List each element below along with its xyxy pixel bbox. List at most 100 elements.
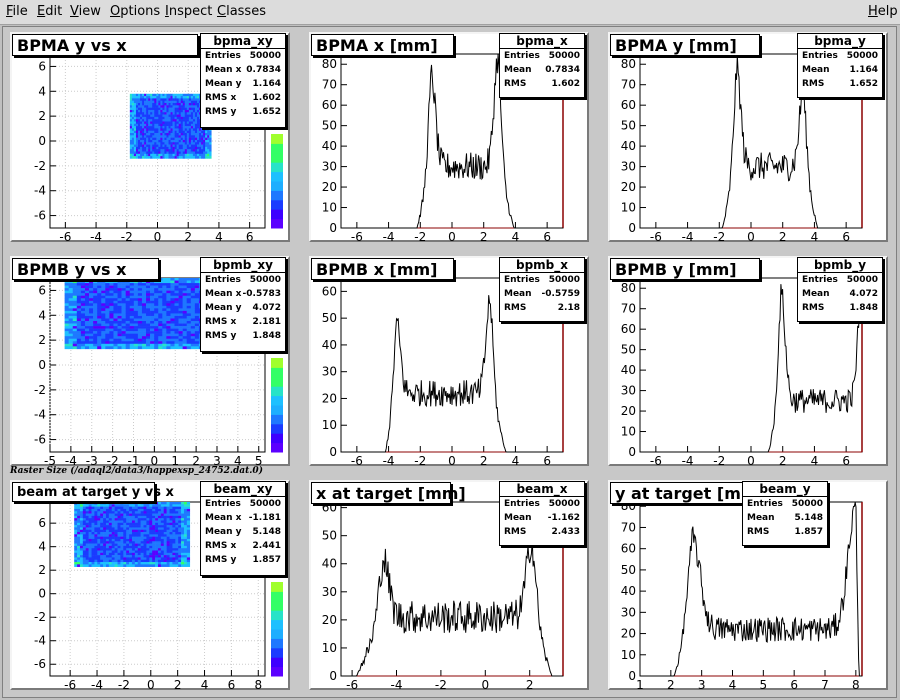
heatmap-cell xyxy=(68,285,74,289)
heatmap-cell xyxy=(162,116,165,120)
heatmap-cell xyxy=(166,315,171,319)
heatmap-cell xyxy=(93,305,98,309)
heatmap-cell xyxy=(162,341,167,345)
heatmap-cell xyxy=(172,142,175,145)
heatmap-cell xyxy=(140,119,143,122)
x-tick-label: 0 xyxy=(747,230,755,242)
heatmap-cell xyxy=(166,520,170,524)
heatmap-cell xyxy=(194,328,200,332)
stats-row: Mean x 0.7834 xyxy=(201,63,285,77)
heatmap-cell xyxy=(155,522,159,526)
menu-classes[interactable]: Classes xyxy=(217,4,266,19)
heatmap-cell xyxy=(85,511,89,514)
heatmap-cell xyxy=(188,100,192,104)
colorbar-cell xyxy=(271,657,283,668)
heatmap-cell xyxy=(134,543,139,547)
heatmap-cell xyxy=(74,520,78,524)
histogram-line xyxy=(640,55,862,229)
heatmap-cell xyxy=(105,305,110,309)
heatmap-cell xyxy=(117,538,121,542)
stats-label: Mean x xyxy=(205,289,242,299)
heatmap-cell xyxy=(209,151,212,155)
heatmap-cell xyxy=(137,328,143,332)
heatmap-cell xyxy=(162,293,167,297)
heatmap-cell xyxy=(80,336,86,340)
heatmap-cell xyxy=(186,515,191,519)
y-tick-label: 70 xyxy=(621,520,636,534)
heatmap-cell xyxy=(152,149,155,152)
heatmap-cell xyxy=(126,529,130,533)
heatmap-cell xyxy=(111,536,115,540)
stats-label: Entries xyxy=(205,275,241,285)
heatmap-cell xyxy=(141,303,147,307)
heatmap-cell xyxy=(97,518,101,521)
heatmap-cell xyxy=(105,283,110,286)
heatmap-cell xyxy=(150,295,155,299)
heatmap-cell xyxy=(142,133,145,136)
heatmap-cell xyxy=(188,107,192,111)
heatmap-cell xyxy=(79,513,84,517)
heatmap-cell xyxy=(137,107,141,111)
heatmap-cell xyxy=(80,333,86,337)
heatmap-cell xyxy=(152,156,155,159)
stats-value: 50000 xyxy=(846,275,878,285)
heatmap-cell xyxy=(111,545,115,549)
heatmap-cell xyxy=(190,112,194,115)
heatmap-cell xyxy=(172,541,176,544)
stats-label: Entries xyxy=(205,51,241,61)
menu-edit[interactable]: Edit xyxy=(37,4,63,19)
heatmap-cell xyxy=(88,502,92,505)
heatmap-cell xyxy=(108,511,113,514)
heatmap-cell xyxy=(164,139,167,143)
heatmap-cell xyxy=(109,328,114,332)
heatmap-cell xyxy=(111,518,115,521)
heatmap-cell xyxy=(84,313,90,317)
heatmap-cell xyxy=(150,126,153,129)
y-tick-label: 10 xyxy=(621,425,636,439)
heatmap-cell xyxy=(68,308,74,312)
menu-options[interactable]: Options xyxy=(110,4,161,19)
heatmap-cell xyxy=(148,142,151,145)
menu-view[interactable]: View xyxy=(70,4,101,19)
heatmap-cell xyxy=(175,538,179,542)
heatmap-cell xyxy=(181,532,185,535)
heatmap-cell xyxy=(140,506,144,510)
heatmap-cell xyxy=(82,541,87,544)
menu-help[interactable]: Help xyxy=(868,4,898,19)
heatmap-cell xyxy=(192,116,196,120)
menu-file[interactable]: File xyxy=(6,4,28,19)
heatmap-cell xyxy=(97,288,102,291)
heatmap-cell xyxy=(79,548,84,551)
heatmap-cell xyxy=(117,502,121,505)
heatmap-cell xyxy=(162,109,165,113)
heatmap-cell xyxy=(141,280,147,284)
heatmap-cell xyxy=(79,502,84,505)
heatmap-cell xyxy=(155,508,159,512)
menu-inspect[interactable]: Inspect xyxy=(165,4,213,19)
heatmap-cell xyxy=(207,130,210,134)
heatmap-cell xyxy=(186,119,190,122)
heatmap-cell xyxy=(85,529,89,533)
x-tick-label: 1 xyxy=(171,454,179,466)
heatmap-cell xyxy=(89,321,94,324)
heatmap-cell xyxy=(154,310,159,314)
heatmap-cell xyxy=(163,548,167,551)
heatmap-cell xyxy=(72,310,78,314)
heatmap-cell xyxy=(186,541,191,544)
x-tick-label: 6 xyxy=(543,454,551,466)
heatmap-cell xyxy=(88,552,92,556)
heatmap-cell xyxy=(209,137,212,141)
stats-value: 2.433 xyxy=(551,527,580,537)
heatmap-cell xyxy=(137,133,141,136)
heatmap-cell xyxy=(101,285,106,289)
heatmap-cell xyxy=(168,130,171,134)
heatmap-cell xyxy=(163,536,167,540)
heatmap-cell xyxy=(169,520,173,524)
heatmap-cell xyxy=(180,144,184,148)
heatmap-cell xyxy=(140,121,143,125)
heatmap-cell xyxy=(157,557,162,561)
heatmap-cell xyxy=(133,139,137,143)
heatmap-cell xyxy=(74,515,78,519)
heatmap-cell xyxy=(143,515,147,519)
heatmap-cell xyxy=(141,285,147,289)
